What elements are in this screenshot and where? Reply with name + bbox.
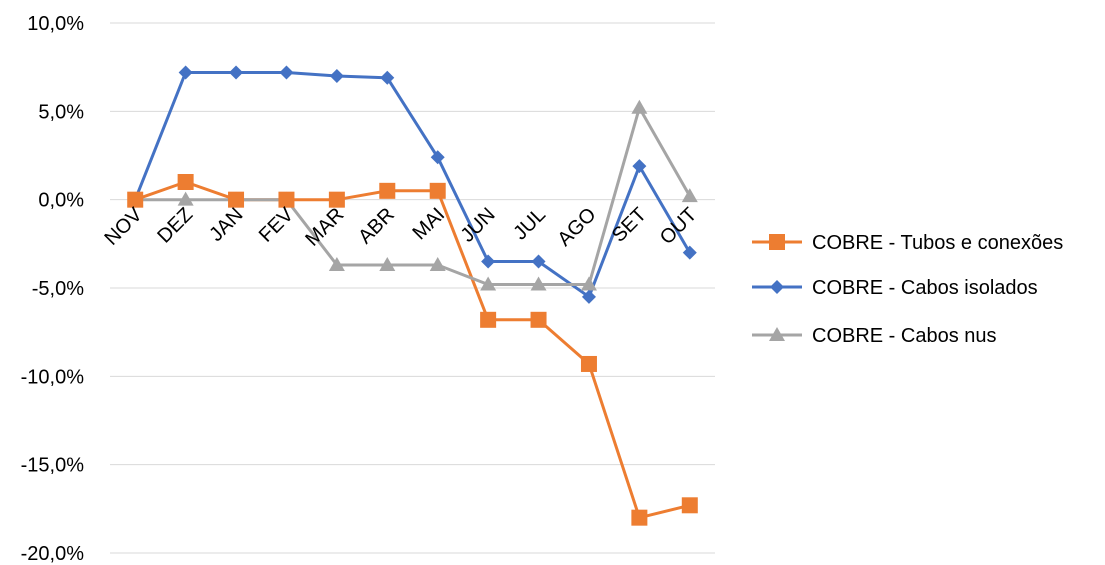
series-line-2 [135, 73, 690, 297]
x-tick-label: DEZ [153, 204, 197, 248]
legend-marker-1 [769, 234, 785, 250]
y-tick-label: 0,0% [38, 190, 84, 212]
data-point-series-1 [178, 174, 194, 190]
x-tick-label: MAR [301, 204, 348, 251]
legend-label-3: COBRE - Cabos nus [812, 325, 997, 347]
legend-label-2: COBRE - Cabos isolados [812, 277, 1038, 299]
data-point-series-2 [229, 65, 243, 79]
y-tick-label: -20,0% [21, 543, 85, 565]
x-tick-label: JUL [509, 204, 550, 245]
series-markers [127, 65, 698, 525]
legend-label-1: COBRE - Tubos e conexões [812, 232, 1063, 254]
x-tick-label: JAN [205, 204, 247, 246]
y-tick-label: -5,0% [32, 278, 84, 300]
series-lines [135, 73, 690, 518]
data-point-series-2 [380, 71, 394, 85]
x-tick-label: ABR [354, 204, 399, 249]
y-tick-label: 5,0% [38, 101, 84, 123]
y-axis-tick-labels: 10,0% 5,0% 0,0% -5,0% -10,0% -15,0% -20,0% [21, 13, 85, 565]
data-point-series-1 [682, 497, 698, 513]
data-point-series-2 [179, 65, 193, 79]
data-point-series-2 [683, 246, 697, 260]
data-point-series-2 [632, 159, 646, 173]
y-tick-label: -10,0% [21, 366, 85, 388]
x-tick-label: MAI [409, 204, 450, 245]
data-point-series-2 [279, 65, 293, 79]
data-point-series-3 [631, 100, 647, 114]
y-tick-label: 10,0% [27, 13, 84, 35]
data-point-series-2 [481, 255, 495, 269]
x-tick-label: OUT [656, 204, 701, 249]
x-tick-label: NOV [101, 203, 148, 250]
legend-marker-2 [770, 280, 784, 294]
data-point-series-1 [631, 510, 647, 526]
data-point-series-2 [330, 69, 344, 83]
data-point-series-1 [581, 356, 597, 372]
series-line-3 [135, 108, 690, 285]
x-tick-label: FEV [255, 203, 299, 247]
x-tick-label: AGO [554, 204, 601, 251]
data-point-series-3 [682, 188, 698, 202]
data-point-series-1 [531, 312, 547, 328]
data-point-series-1 [480, 312, 496, 328]
data-point-series-1 [379, 183, 395, 199]
legend: COBRE - Tubos e conexões COBRE - Cabos is… [752, 232, 1063, 347]
y-tick-label: -15,0% [21, 455, 85, 477]
data-point-series-1 [430, 183, 446, 199]
x-tick-label: SET [608, 204, 651, 247]
